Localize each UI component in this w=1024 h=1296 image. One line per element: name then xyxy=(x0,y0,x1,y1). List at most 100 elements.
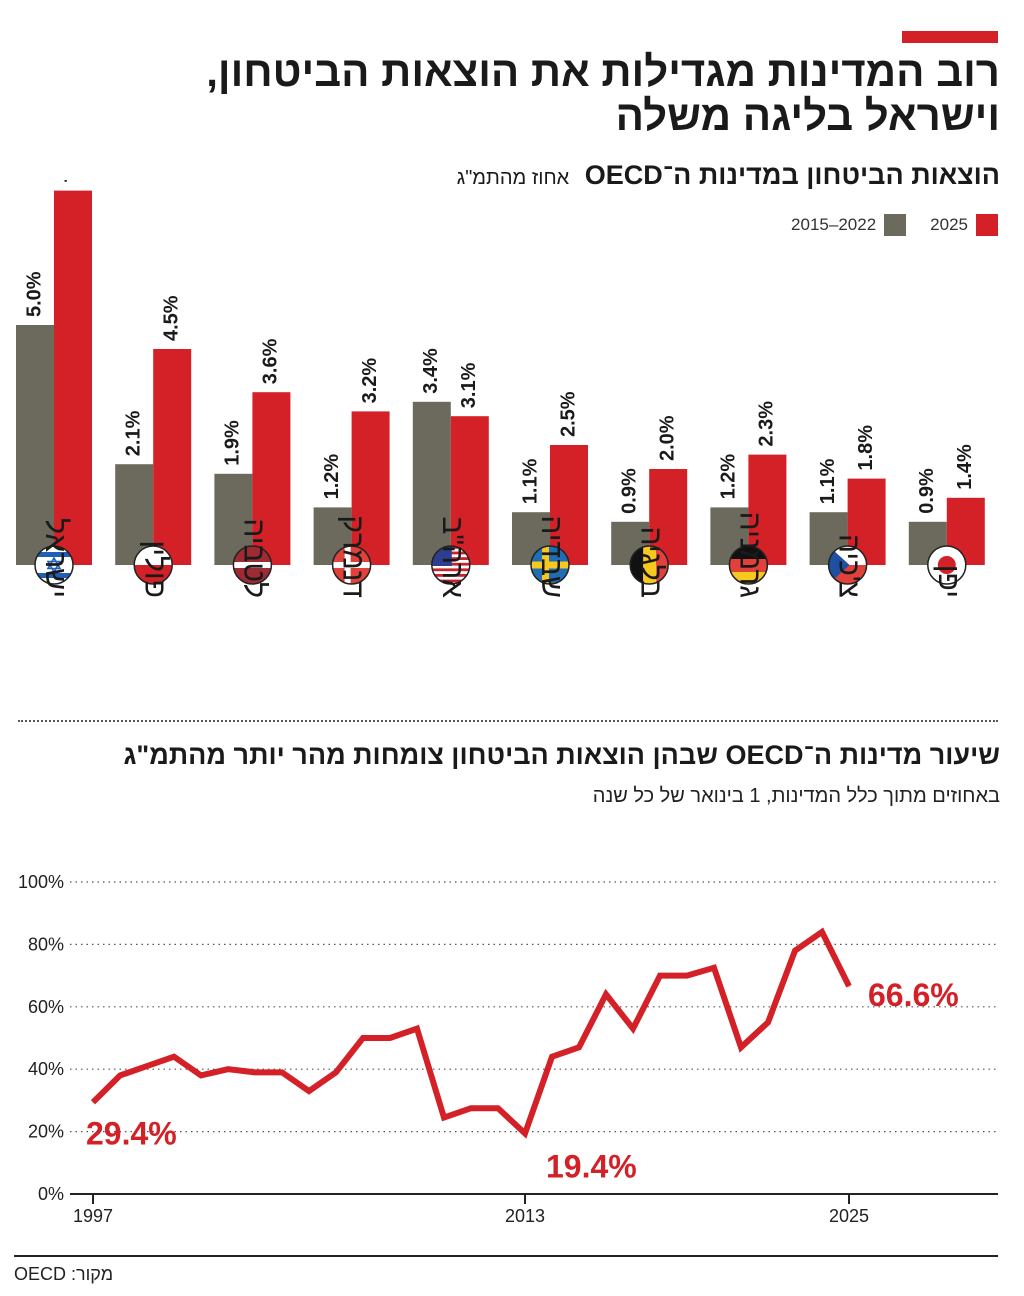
headline-line-2: וישראל בליגה משלה xyxy=(615,92,1000,139)
bar-avg-4 xyxy=(412,401,451,565)
accent-bar xyxy=(902,31,998,43)
bar-2025-5 xyxy=(550,445,588,565)
data-point-2021 xyxy=(740,1046,742,1048)
poland-flag-icon xyxy=(133,545,173,585)
bar-2025-4 xyxy=(450,416,489,565)
bar-label-0-0: 5.0% xyxy=(23,271,45,317)
data-point-2012 xyxy=(497,1107,499,1109)
bar-label-6-0: 0.9% xyxy=(618,468,640,514)
germany-flag-icon xyxy=(728,545,769,585)
bar-label-3-0: 1.2% xyxy=(321,454,343,500)
series-line xyxy=(90,927,852,1139)
bar-2025-1 xyxy=(153,349,192,565)
data-point-2000 xyxy=(173,1056,175,1058)
source-note: מקור: OECD xyxy=(14,1264,114,1284)
data-point-2019 xyxy=(686,975,688,977)
headline-line-1: רוב המדינות מגדילות את הוצאות הביטחון, xyxy=(206,48,1000,95)
bar-label-3-1: 3.2% xyxy=(359,358,381,404)
bar-label-7-1: 2.3% xyxy=(756,401,778,447)
y-tick-20: 20% xyxy=(28,1122,64,1142)
country-label-9: יפן xyxy=(932,565,965,598)
legend-swatch-gray xyxy=(884,214,907,236)
bottom-rule xyxy=(14,1255,998,1257)
data-point-2010 xyxy=(443,1117,445,1119)
denmark-flag-icon xyxy=(331,545,372,585)
x-tick-1997: 1997 xyxy=(73,1206,113,1226)
annotation-1: 19.4% xyxy=(546,1148,637,1184)
data-point-2008 xyxy=(389,1037,391,1039)
legend-label-2025: 2025 xyxy=(930,215,968,234)
bar-label-9-1: 1.4% xyxy=(954,444,976,490)
country-label-3: דנמרק xyxy=(337,515,370,598)
country-label-8: צ'כיה xyxy=(833,534,866,598)
annotation-0: 29.4% xyxy=(86,1115,177,1151)
data-point-2009 xyxy=(416,1028,418,1030)
data-point-2005 xyxy=(308,1090,310,1092)
data-point-2001 xyxy=(200,1074,202,1076)
bar-2025-2 xyxy=(252,392,291,565)
y-tick-80: 80% xyxy=(28,934,64,954)
data-point-1997 xyxy=(92,1101,94,1103)
bar-label-8-0: 1.1% xyxy=(817,458,839,504)
data-point-2014 xyxy=(551,1056,553,1058)
country-label-4: ארה"ב xyxy=(436,516,469,598)
data-point-2020 xyxy=(713,967,715,969)
country-label-1: פולין xyxy=(138,540,171,598)
line-chart-caption: באחוזים מתוך כלל המדינות, 1 בינואר של כל… xyxy=(592,785,1000,807)
data-point-2004 xyxy=(281,1071,283,1073)
belgium-flag-icon xyxy=(629,545,669,585)
annotation-2: 66.6% xyxy=(868,977,959,1013)
bar-chart-legend: 2025 2022–2015 xyxy=(791,214,998,236)
bar-label-5-1: 2.5% xyxy=(557,391,579,437)
y-tick-60: 60% xyxy=(28,997,64,1017)
bar-chart-title: הוצאות הביטחון במדינות ה־OECD אחוז מהתמ"… xyxy=(457,160,1000,191)
czech-flag-icon xyxy=(827,545,868,585)
japan-flag-icon xyxy=(927,545,967,585)
bar-2025-0 xyxy=(54,190,92,565)
y-tick-0: 0% xyxy=(38,1184,64,1204)
line-chart: 0% 20% 40% 60% 80% 100% 1997 2013 2025 29.4% 19.4… xyxy=(18,872,998,1226)
latvia-flag-icon xyxy=(232,545,273,585)
bar-label-6-1: 2.0% xyxy=(656,415,678,461)
section-divider xyxy=(18,720,998,722)
x-tick-2013: 2013 xyxy=(505,1206,545,1226)
bar-label-2-0: 1.9% xyxy=(222,420,244,466)
y-tick-100: 100% xyxy=(18,872,64,892)
country-label-5: שבדיה xyxy=(535,515,568,598)
data-point-2002 xyxy=(227,1068,229,1070)
y-tick-40: 40% xyxy=(28,1059,64,1079)
bar-2025-3 xyxy=(351,411,390,565)
data-point-2003 xyxy=(254,1071,256,1073)
country-label-0: ישראל xyxy=(39,518,72,598)
legend-item-avg: 2022–2015 xyxy=(791,214,907,236)
data-point-2015 xyxy=(578,1046,580,1048)
data-point-2025 xyxy=(848,985,850,987)
data-point-2023 xyxy=(794,950,796,952)
line-chart-title: שיעור מדינות ה־OECD שבהן הוצאות הביטחון … xyxy=(123,740,1000,770)
data-point-1998 xyxy=(119,1074,121,1076)
data-point-1999 xyxy=(146,1065,148,1067)
data-point-2006 xyxy=(335,1071,337,1073)
data-point-2017 xyxy=(632,1028,634,1030)
bar-label-4-0: 3.4% xyxy=(420,348,442,394)
bar-label-9-0: 0.9% xyxy=(916,468,938,514)
usa-flag-icon xyxy=(431,545,471,585)
country-label-6: בלגיה xyxy=(634,526,667,598)
legend-swatch-red xyxy=(976,214,998,236)
bar-label-5-0: 1.1% xyxy=(519,458,541,504)
sweden-flag-icon xyxy=(530,545,570,585)
israel-flag-icon xyxy=(34,545,74,585)
bar-chart: 5.0% 7.8% 2.1% 4.5% 1.9% 3.6% 1.2% 3.2% 3.4% 3.1%… xyxy=(16,180,985,598)
data-point-2022 xyxy=(767,1021,769,1023)
country-label-2: לטביה xyxy=(237,518,270,598)
bar-label-7-0: 1.2% xyxy=(718,454,740,500)
bar-chart-title-text: הוצאות הביטחון במדינות ה־OECD xyxy=(584,160,1000,190)
legend-label-avg: 2022–2015 xyxy=(791,215,877,234)
bar-label-1-0: 2.1% xyxy=(122,410,144,456)
data-point-2024 xyxy=(821,931,823,933)
bar-label-2-1: 3.6% xyxy=(260,338,282,384)
bar-label-1-1: 4.5% xyxy=(160,295,182,341)
bar-avg-0 xyxy=(16,325,54,565)
x-tick-2025: 2025 xyxy=(829,1206,869,1226)
country-label-7: גרמניה xyxy=(733,512,766,598)
